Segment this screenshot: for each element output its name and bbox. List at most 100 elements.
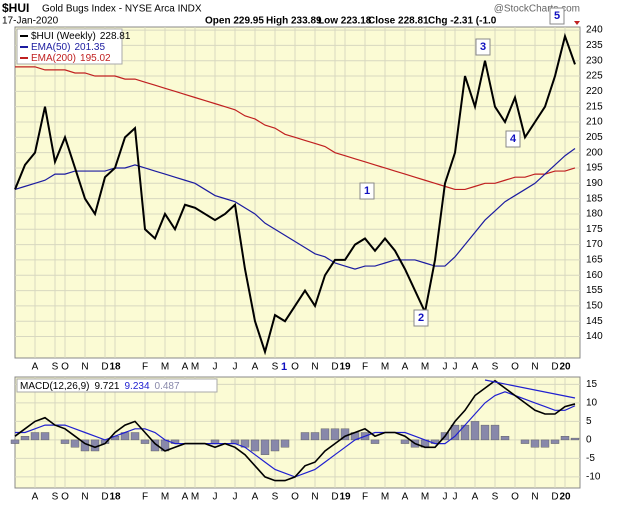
macd-legend: MACD(12,26,9) 9.721 9.234 0.487 (20, 381, 180, 392)
quote-item: Low 223.18 (318, 16, 372, 27)
histogram-bar (490, 424, 500, 441)
y-tick-label: 240 (586, 25, 603, 36)
y-tick-label: 180 (586, 209, 603, 220)
histogram-bar (560, 436, 570, 441)
x-tick-label: M (161, 492, 169, 503)
annotation-box (475, 38, 491, 56)
x-tick-label: J (233, 492, 238, 503)
x-tick-label: A (32, 362, 39, 373)
y-tick-label: 0 (586, 435, 592, 446)
ema-line (14, 148, 576, 270)
x-tick-label: A (182, 492, 189, 503)
x-tick-label: O (511, 362, 519, 373)
x-tick-label: O (291, 492, 299, 503)
x-tick-label: S (272, 362, 279, 373)
x-tick-label: J (443, 492, 448, 503)
histogram-bar (30, 432, 40, 441)
annotation: 3 (480, 41, 486, 53)
x-tick-label: A (252, 492, 259, 503)
x-tick-label: D (551, 492, 558, 503)
histogram-bar (40, 432, 50, 441)
x-tick-label: D (101, 492, 108, 503)
x-tick-label: A (32, 492, 39, 503)
price-line (14, 32, 576, 356)
y-tick-label: 150 (586, 301, 603, 312)
histogram-bar (60, 439, 70, 444)
x-tick-label: S (52, 492, 59, 503)
histogram-bar (550, 439, 560, 444)
histogram-bar (300, 432, 310, 441)
quote-item: High 233.89 (266, 16, 322, 27)
y-tick-label: 185 (586, 193, 603, 204)
y-tick-label: -5 (586, 453, 595, 464)
y-tick-label: 155 (586, 285, 603, 296)
x-tick-label: 20 (559, 492, 571, 503)
legend-name: EMA(200) (31, 53, 76, 64)
x-tick-label: S (52, 362, 59, 373)
x-tick-label: J (453, 362, 458, 373)
y-tick-label: -10 (586, 472, 601, 483)
y-tick-label: 195 (586, 163, 603, 174)
histogram-bar (130, 432, 140, 441)
histogram-bar (540, 439, 550, 448)
x-tick-label: N (311, 492, 318, 503)
x-tick-label: D (551, 362, 558, 373)
quote-item: Chg -2.31 (-1.0 (428, 16, 497, 27)
x-tick-label: 18 (109, 492, 121, 503)
histogram-bar (20, 436, 30, 441)
annotation-box (505, 130, 521, 148)
source: @StockCharts.com (494, 4, 580, 15)
legend-entry: EMA(200) 195.02 (31, 53, 111, 64)
x-tick-label: F (142, 492, 148, 503)
annotation-box (359, 182, 375, 200)
x-tick-label: A (402, 492, 409, 503)
x-tick-label: A (472, 362, 479, 373)
legend-entry: $HUI (Weekly) 228.81 (31, 31, 131, 42)
x-tick-label: M (421, 362, 429, 373)
x-tick-label: F (142, 362, 148, 373)
histogram-bar (480, 424, 490, 441)
y-tick-label: 220 (586, 86, 603, 97)
x-tick-label: N (531, 492, 538, 503)
y-tick-label: 15 (586, 379, 598, 390)
x-tick-label: M (191, 362, 199, 373)
x-tick-label: S (492, 362, 499, 373)
histogram-bar (320, 428, 330, 441)
legend-value: 201.35 (74, 42, 105, 53)
x-tick-label: 19 (339, 362, 351, 373)
x-tick-label: J (213, 492, 218, 503)
histogram-bar (370, 439, 380, 444)
y-tick-label: 215 (586, 101, 603, 112)
x-tick-label: M (381, 362, 389, 373)
x-tick-label: N (81, 492, 88, 503)
legend-value: 195.02 (80, 53, 111, 64)
trendline (484, 379, 576, 399)
x-tick-label: D (101, 362, 108, 373)
y-tick-label: 170 (586, 239, 603, 250)
annotation: 1 (281, 361, 287, 373)
x-tick-label: M (421, 492, 429, 503)
x-tick-label: N (531, 362, 538, 373)
histogram-bar (400, 439, 410, 444)
ema-line (15, 66, 576, 191)
annotation: 4 (510, 133, 517, 145)
x-tick-label: N (81, 362, 88, 373)
x-tick-label: J (213, 362, 218, 373)
histogram-bar (330, 428, 340, 441)
x-tick-label: S (272, 492, 279, 503)
x-tick-label: O (61, 492, 69, 503)
y-tick-label: 230 (586, 55, 603, 66)
quote-item: Open 229.95 (205, 16, 264, 27)
x-tick-label: M (381, 492, 389, 503)
x-tick-label: M (161, 362, 169, 373)
histogram-bar (260, 439, 270, 455)
x-tick-label: D (331, 492, 338, 503)
x-tick-label: A (472, 492, 479, 503)
histogram-bar (140, 439, 150, 444)
x-tick-label: O (61, 362, 69, 373)
x-tick-label: 20 (559, 362, 571, 373)
y-tick-label: 210 (586, 117, 603, 128)
x-tick-label: J (233, 362, 238, 373)
symbol: $HUI (2, 1, 29, 15)
histogram-bar (280, 439, 290, 448)
